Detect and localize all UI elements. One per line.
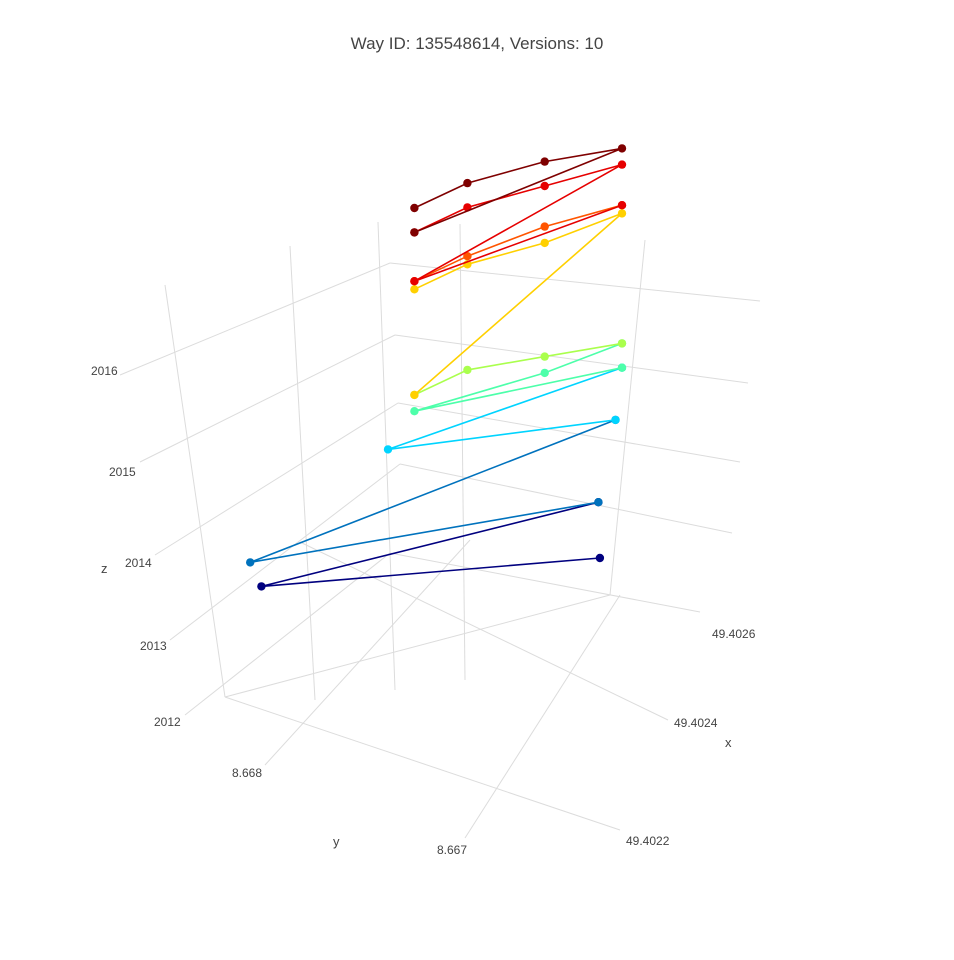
- data-point-3-2[interactable]: [540, 368, 549, 378]
- series-line-6: [414, 204, 623, 282]
- x-tick-494026: 49.4026: [712, 627, 756, 641]
- data-point-3-0[interactable]: [617, 363, 627, 372]
- data-point-0-0[interactable]: [595, 553, 605, 563]
- series-2: [383, 363, 627, 454]
- data-point-6-2[interactable]: [540, 222, 549, 231]
- x-tick-494022: 49.4022: [626, 834, 670, 848]
- data-point-4-0[interactable]: [617, 339, 627, 348]
- z-tick-2013: 2013: [140, 639, 167, 653]
- data-point-7-0[interactable]: [617, 201, 627, 210]
- series-line-8: [414, 147, 623, 234]
- data-point-5-2[interactable]: [540, 238, 549, 248]
- data-point-8-2[interactable]: [540, 157, 549, 166]
- x-axis-title: x: [725, 735, 732, 750]
- data-point-5-4[interactable]: [410, 285, 419, 294]
- series-7: [410, 160, 627, 286]
- data-point-8-1[interactable]: [617, 144, 627, 153]
- series-group: [246, 144, 627, 591]
- data-point-7-2[interactable]: [617, 160, 627, 169]
- series-line-4: [414, 342, 623, 396]
- y-axis-title: y: [333, 834, 340, 849]
- z-tick-2016: 2016: [91, 364, 118, 378]
- data-point-8-4[interactable]: [410, 203, 419, 213]
- data-point-2-0[interactable]: [611, 415, 620, 425]
- series-line-3: [414, 342, 623, 412]
- y-tick-8667: 8.667: [437, 843, 467, 857]
- z-tick-2015: 2015: [109, 465, 136, 479]
- series-0: [257, 498, 605, 591]
- series-line-0: [261, 501, 600, 588]
- data-point-8-0[interactable]: [410, 228, 419, 237]
- x-tick-494024: 49.4024: [674, 716, 718, 730]
- series-line-1: [249, 419, 616, 564]
- data-point-1-0[interactable]: [594, 498, 603, 507]
- data-point-5-1[interactable]: [617, 209, 627, 218]
- series-line-7: [414, 163, 623, 282]
- grid: [119, 221, 761, 839]
- series-5: [410, 209, 627, 400]
- data-point-6-1[interactable]: [463, 252, 472, 261]
- y-tick-8668: 8.668: [232, 766, 262, 780]
- data-point-0-1[interactable]: [257, 582, 266, 591]
- chart-title: Way ID: 135548614, Versions: 10: [350, 34, 604, 53]
- series-line-5: [413, 212, 623, 396]
- z-axis-title: z: [101, 561, 108, 576]
- data-point-7-3[interactable]: [540, 181, 549, 191]
- data-point-2-1[interactable]: [383, 445, 393, 454]
- data-point-5-0[interactable]: [410, 390, 419, 400]
- data-point-7-1[interactable]: [410, 277, 419, 286]
- data-point-3-1[interactable]: [410, 407, 419, 416]
- data-point-8-3[interactable]: [463, 178, 472, 188]
- data-point-1-1[interactable]: [246, 558, 255, 567]
- z-tick-2012: 2012: [154, 715, 181, 729]
- data-point-4-2[interactable]: [463, 365, 472, 375]
- z-tick-2014: 2014: [125, 556, 152, 570]
- data-point-4-1[interactable]: [540, 352, 549, 361]
- series-8: [410, 144, 627, 237]
